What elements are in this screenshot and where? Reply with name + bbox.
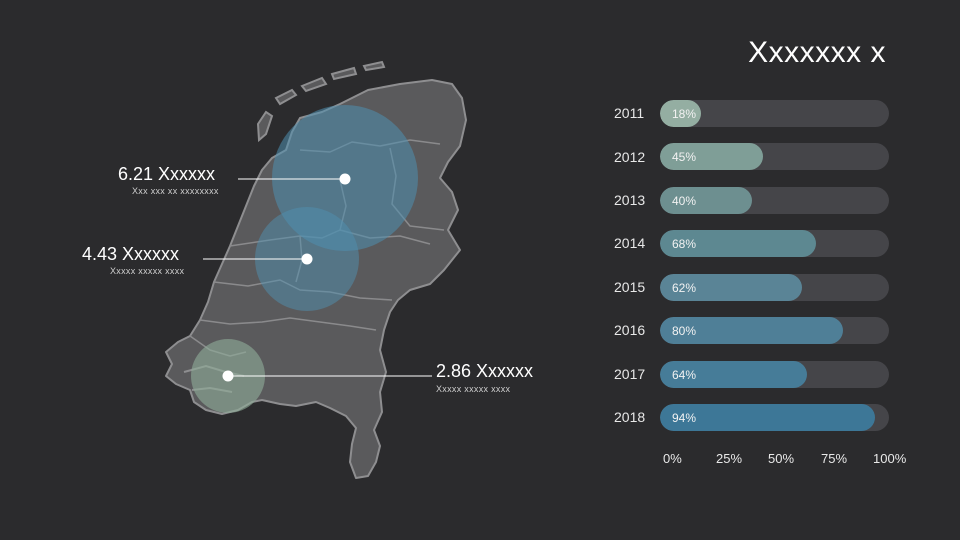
marker-dot-2 — [301, 253, 313, 265]
bar-value-label: 94% — [672, 411, 697, 425]
bar-value-label: 64% — [672, 368, 697, 382]
bar-value-label: 45% — [672, 150, 697, 164]
x-axis-tick-label: 0% — [663, 451, 682, 466]
bar-value-label: 80% — [672, 324, 697, 338]
bar-fill — [660, 187, 752, 214]
callout-caption-1: Xxx xxx xx xxxxxxxx — [132, 186, 219, 196]
page-title: Xxxxxxx x — [748, 36, 886, 69]
bar-category-label: 2014 — [614, 235, 646, 251]
map-island — [300, 76, 328, 93]
bar-category-label: 2017 — [614, 366, 646, 382]
bar-fill — [660, 230, 816, 257]
callout-value-2: 4.43 Xxxxxx — [82, 244, 180, 264]
bar-value-label: 18% — [672, 107, 697, 121]
bar-track: 40% — [660, 187, 889, 214]
bar-value-label: 40% — [672, 194, 697, 208]
bar-track: 18% — [660, 100, 889, 127]
bar-fill — [660, 361, 807, 388]
bar-category-label: 2012 — [614, 149, 646, 165]
bar-track: 80% — [660, 317, 889, 344]
bar-category-label: 2013 — [614, 192, 646, 208]
callout-value-3: 2.86 Xxxxxx — [436, 361, 534, 381]
bar-track: 45% — [660, 143, 889, 170]
callout-caption-3: Xxxxx xxxxx xxxx — [436, 384, 511, 394]
callout-value-1: 6.21 Xxxxxx — [118, 164, 216, 184]
map-island — [256, 110, 274, 143]
map-island — [362, 60, 386, 72]
bar-fill — [660, 143, 764, 170]
map-island — [274, 88, 298, 106]
bar-value-label: 62% — [672, 281, 697, 295]
bar-fill — [660, 100, 702, 127]
x-axis-tick-label: 25% — [716, 451, 743, 466]
x-axis-tick-label: 50% — [768, 451, 795, 466]
bar-fill — [660, 404, 876, 431]
bar-track: 68% — [660, 230, 889, 257]
bar-fill — [660, 274, 802, 301]
bar-category-label: 2016 — [614, 322, 646, 338]
callout-caption-2: Xxxxx xxxxx xxxx — [110, 266, 185, 276]
x-axis-tick-label: 75% — [821, 451, 848, 466]
bar-fill — [660, 317, 844, 344]
x-axis-tick-label: 100% — [873, 451, 907, 466]
bar-category-label: 2011 — [614, 105, 645, 121]
bar-track: 64% — [660, 361, 889, 388]
bar-track: 94% — [660, 404, 889, 431]
bar-track: 62% — [660, 274, 889, 301]
bar-value-label: 68% — [672, 237, 697, 251]
bar-category-label: 2018 — [614, 409, 646, 425]
bar-category-label: 2015 — [614, 279, 646, 295]
marker-dot-1 — [339, 173, 351, 185]
marker-dot-3 — [222, 370, 234, 382]
map-island — [330, 66, 358, 81]
